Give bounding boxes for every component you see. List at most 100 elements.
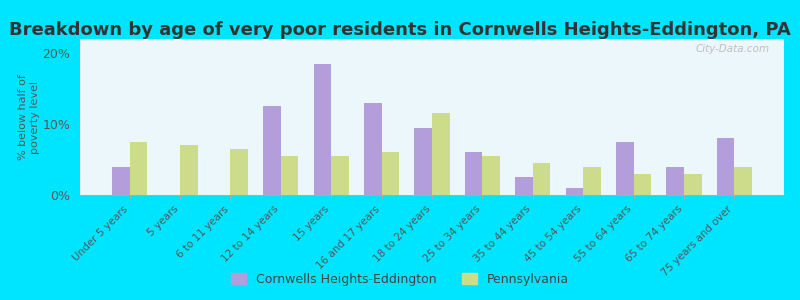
- Bar: [80, 134, 784, 194]
- Bar: [80, 91, 784, 194]
- Bar: [80, 47, 784, 194]
- Bar: [80, 78, 784, 194]
- Bar: [80, 59, 784, 194]
- Bar: [80, 112, 784, 194]
- Bar: [80, 140, 784, 194]
- Bar: [80, 145, 784, 194]
- Bar: [80, 126, 784, 194]
- Bar: [80, 175, 784, 195]
- Bar: [432, 113, 450, 195]
- Bar: [80, 136, 784, 194]
- Bar: [80, 97, 784, 194]
- Bar: [80, 123, 784, 194]
- Bar: [80, 83, 784, 194]
- Bar: [80, 52, 784, 194]
- Bar: [80, 161, 784, 195]
- Bar: [666, 167, 684, 195]
- Bar: [80, 189, 784, 195]
- Bar: [80, 156, 784, 195]
- Bar: [80, 182, 784, 195]
- Legend: Cornwells Heights-Eddington, Pennsylvania: Cornwells Heights-Eddington, Pennsylvani…: [226, 268, 574, 291]
- Bar: [482, 156, 500, 195]
- Bar: [80, 154, 784, 195]
- Bar: [80, 86, 784, 194]
- Bar: [80, 162, 784, 195]
- Bar: [112, 167, 130, 195]
- Bar: [80, 40, 784, 194]
- Bar: [80, 55, 784, 194]
- Bar: [80, 56, 784, 194]
- Bar: [80, 109, 784, 194]
- Bar: [130, 142, 147, 195]
- Bar: [80, 69, 784, 194]
- Bar: [80, 108, 784, 194]
- Bar: [80, 178, 784, 195]
- Bar: [281, 156, 298, 195]
- Bar: [80, 179, 784, 195]
- Bar: [80, 130, 784, 194]
- Bar: [80, 186, 784, 195]
- Bar: [80, 131, 784, 194]
- Bar: [80, 187, 784, 195]
- Bar: [515, 177, 533, 195]
- Bar: [80, 176, 784, 195]
- Bar: [414, 128, 432, 195]
- Bar: [80, 98, 784, 194]
- Bar: [80, 62, 784, 194]
- Bar: [80, 165, 784, 195]
- Bar: [566, 188, 583, 195]
- Bar: [80, 94, 784, 194]
- Bar: [80, 84, 784, 194]
- Bar: [80, 137, 784, 194]
- Bar: [80, 194, 784, 195]
- Bar: [180, 146, 198, 195]
- Bar: [80, 64, 784, 194]
- Bar: [80, 148, 784, 194]
- Bar: [80, 58, 784, 194]
- Bar: [80, 45, 784, 194]
- Bar: [80, 143, 784, 194]
- Bar: [80, 181, 784, 195]
- Bar: [80, 81, 784, 194]
- Bar: [263, 106, 281, 195]
- Bar: [80, 139, 784, 194]
- Bar: [80, 117, 784, 194]
- Bar: [80, 158, 784, 195]
- Bar: [80, 150, 784, 195]
- Bar: [80, 164, 784, 195]
- Bar: [583, 167, 601, 195]
- Bar: [80, 48, 784, 194]
- Bar: [80, 192, 784, 195]
- Bar: [364, 103, 382, 195]
- Bar: [80, 167, 784, 195]
- Bar: [80, 76, 784, 194]
- Bar: [80, 42, 784, 194]
- Bar: [80, 116, 784, 194]
- Bar: [80, 114, 784, 194]
- Bar: [80, 147, 784, 194]
- Bar: [80, 100, 784, 194]
- Bar: [80, 53, 784, 194]
- Bar: [80, 104, 784, 194]
- Bar: [80, 61, 784, 194]
- Bar: [80, 142, 784, 194]
- Bar: [80, 169, 784, 195]
- Bar: [80, 173, 784, 195]
- Bar: [80, 95, 784, 194]
- Bar: [314, 64, 331, 195]
- Bar: [80, 39, 784, 194]
- Bar: [80, 184, 784, 195]
- Bar: [80, 122, 784, 194]
- Bar: [717, 138, 734, 195]
- Bar: [80, 87, 784, 194]
- Bar: [80, 50, 784, 194]
- Text: City-Data.com: City-Data.com: [696, 44, 770, 54]
- Bar: [80, 118, 784, 194]
- Bar: [80, 170, 784, 195]
- Text: Breakdown by age of very poor residents in Cornwells Heights-Eddington, PA: Breakdown by age of very poor residents …: [9, 21, 791, 39]
- Bar: [465, 152, 482, 195]
- Bar: [331, 156, 349, 195]
- Bar: [80, 44, 784, 194]
- Bar: [684, 174, 702, 195]
- Bar: [634, 174, 651, 195]
